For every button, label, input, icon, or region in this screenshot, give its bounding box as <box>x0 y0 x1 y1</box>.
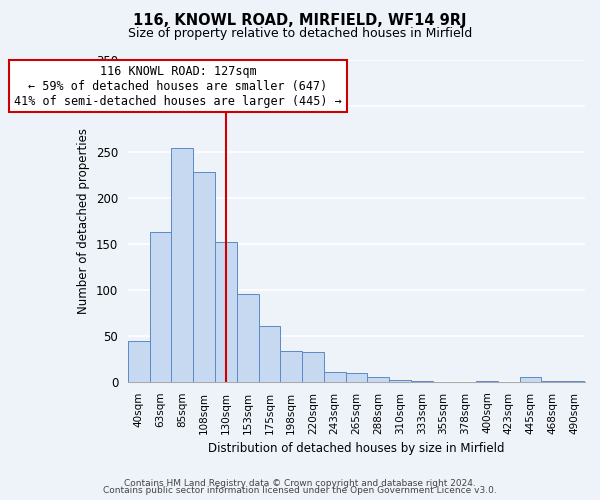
Text: Contains public sector information licensed under the Open Government Licence v3: Contains public sector information licen… <box>103 486 497 495</box>
Bar <box>389 380 411 382</box>
Bar <box>476 381 498 382</box>
Bar <box>172 148 193 382</box>
Bar <box>237 294 259 382</box>
Bar <box>150 232 172 382</box>
Bar <box>215 242 237 382</box>
Y-axis label: Number of detached properties: Number of detached properties <box>77 128 91 314</box>
Text: 116 KNOWL ROAD: 127sqm
← 59% of detached houses are smaller (647)
41% of semi-de: 116 KNOWL ROAD: 127sqm ← 59% of detached… <box>14 64 342 108</box>
Text: Contains HM Land Registry data © Crown copyright and database right 2024.: Contains HM Land Registry data © Crown c… <box>124 478 476 488</box>
Text: Size of property relative to detached houses in Mirfield: Size of property relative to detached ho… <box>128 28 472 40</box>
Bar <box>280 350 302 382</box>
Bar <box>259 326 280 382</box>
Bar <box>367 377 389 382</box>
Bar <box>324 372 346 382</box>
Bar <box>563 381 585 382</box>
Text: 116, KNOWL ROAD, MIRFIELD, WF14 9RJ: 116, KNOWL ROAD, MIRFIELD, WF14 9RJ <box>133 12 467 28</box>
X-axis label: Distribution of detached houses by size in Mirfield: Distribution of detached houses by size … <box>208 442 505 455</box>
Bar <box>541 381 563 382</box>
Bar <box>520 377 541 382</box>
Bar <box>302 352 324 382</box>
Bar <box>128 342 150 382</box>
Bar <box>411 381 433 382</box>
Bar <box>193 172 215 382</box>
Bar <box>346 372 367 382</box>
